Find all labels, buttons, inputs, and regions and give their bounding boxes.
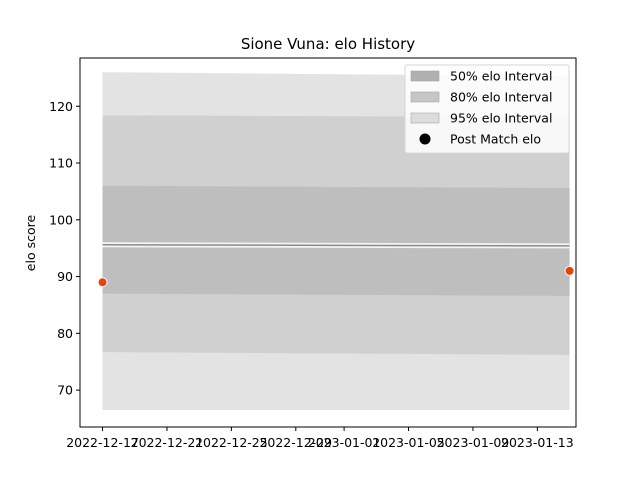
- post-match-point: [97, 277, 108, 288]
- y-tick-label: 120: [49, 99, 73, 114]
- x-tick-label: 2023-01-05: [372, 435, 445, 450]
- x-tick-label: 2022-12-29: [259, 435, 332, 450]
- y-axis: 70 80 90 100 110 120: [49, 99, 80, 398]
- legend-swatch: [410, 112, 440, 124]
- y-tick-label: 90: [57, 269, 73, 284]
- legend-marker: [419, 133, 431, 145]
- y-axis-title: elo score: [23, 215, 38, 272]
- x-axis: 2022-12-172022-12-212022-12-252022-12-29…: [66, 427, 574, 450]
- post-match-point: [564, 265, 575, 276]
- legend-label: 95% elo Interval: [450, 111, 552, 126]
- x-tick-label: 2022-12-17: [66, 435, 139, 450]
- legend: 50% elo Interval 80% elo Interval 95% elo …: [404, 64, 570, 154]
- legend-box: [404, 64, 570, 154]
- x-tick-label: 2023-01-13: [501, 435, 574, 450]
- legend-swatch: [410, 70, 440, 82]
- y-tick-label: 110: [49, 156, 73, 171]
- legend-label: Post Match elo: [450, 132, 541, 147]
- interval-bands: [102, 72, 570, 410]
- x-tick-label: 2022-12-21: [131, 435, 204, 450]
- y-tick-label: 100: [49, 212, 73, 227]
- mean-line: [102, 242, 570, 249]
- post-match-points: [97, 265, 575, 288]
- chart-title: Sione Vuna: elo History: [241, 35, 415, 53]
- mean-line-stroke: [102, 244, 570, 247]
- legend-swatch: [410, 91, 440, 103]
- y-tick-label: 80: [57, 326, 73, 341]
- y-tick-label: 70: [57, 383, 73, 398]
- x-tick-label: 2023-01-09: [437, 435, 510, 450]
- x-tick-label: 2023-01-01: [308, 435, 381, 450]
- legend-label: 80% elo Interval: [450, 90, 552, 105]
- legend-label: 50% elo Interval: [450, 69, 552, 84]
- band-3: [102, 185, 570, 296]
- plot-frame: [79, 57, 577, 428]
- x-tick-label: 2022-12-25: [195, 435, 268, 450]
